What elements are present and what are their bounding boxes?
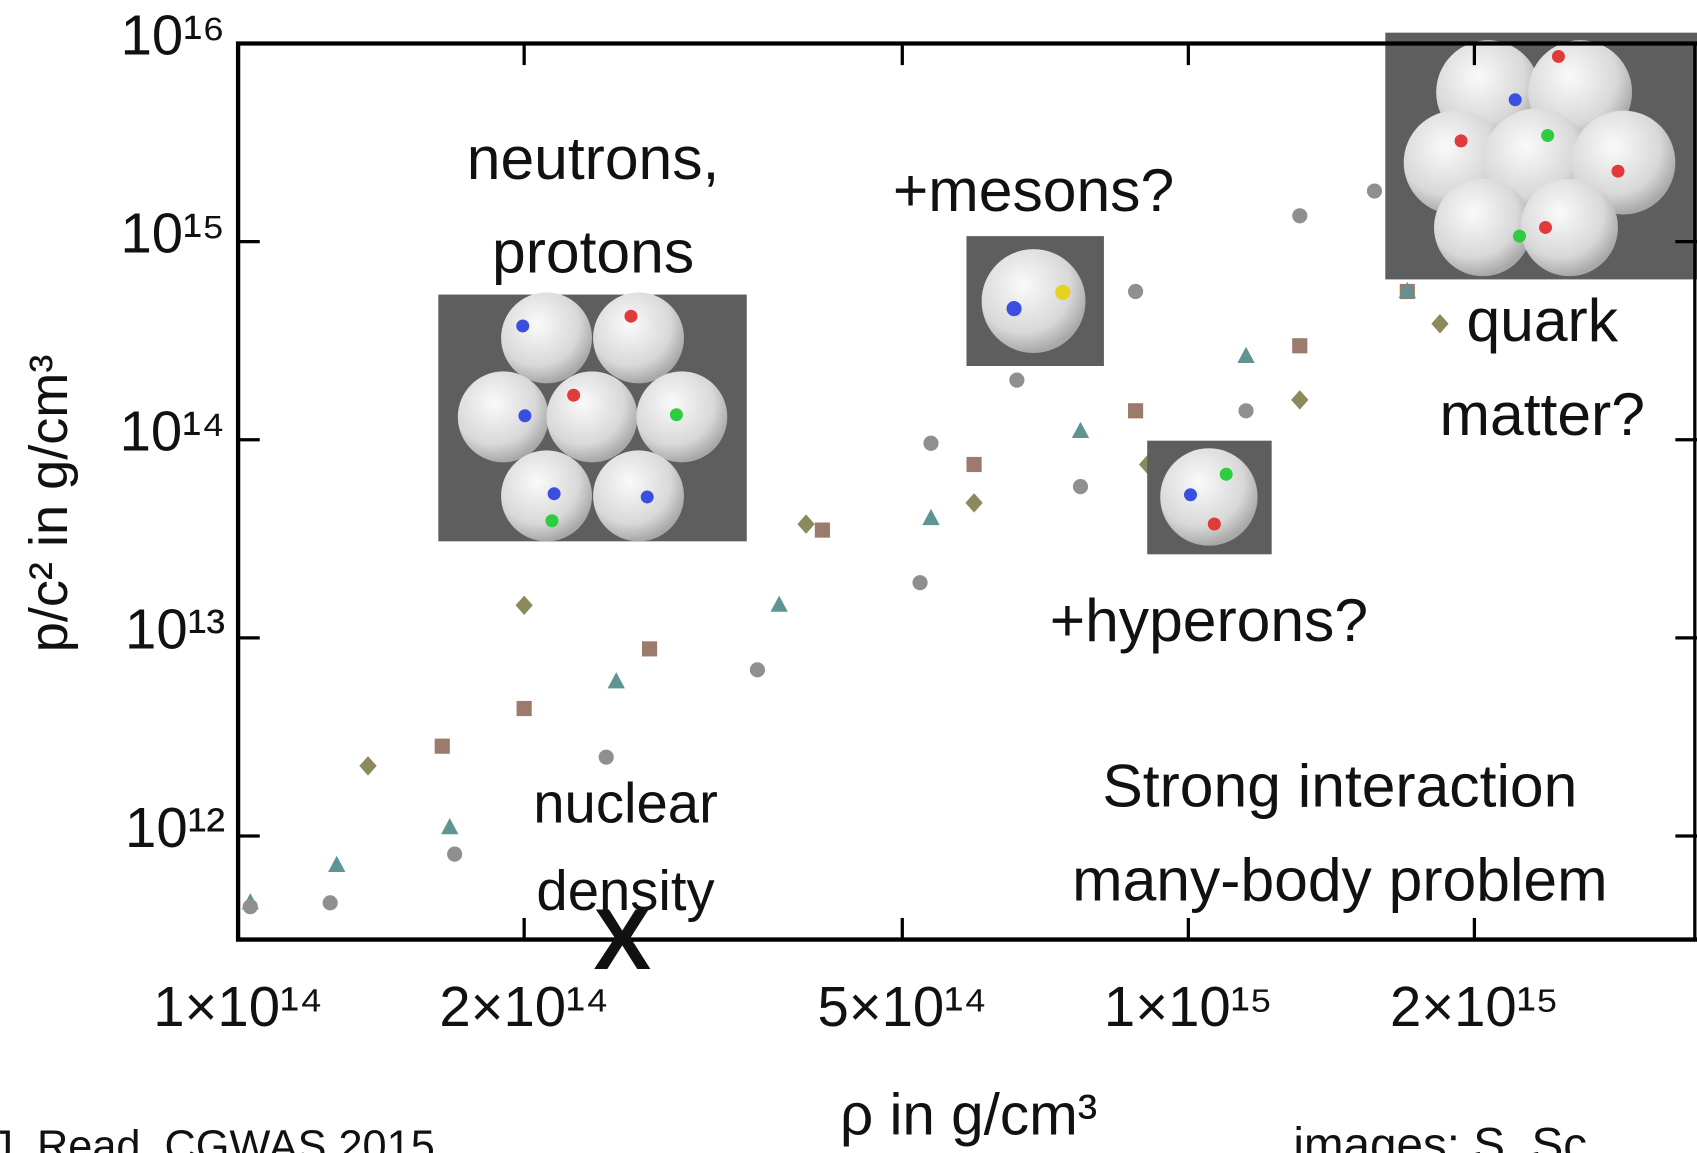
annotation: density xyxy=(536,859,715,922)
image-meson xyxy=(966,236,1104,366)
y-tick-label: 10¹⁴ xyxy=(120,400,225,463)
point xyxy=(965,493,983,513)
point xyxy=(1009,372,1025,388)
point xyxy=(1291,390,1309,410)
x-tick-label: 1×10¹⁵ xyxy=(1104,975,1273,1038)
annotation: +hyperons? xyxy=(1050,586,1368,654)
credit: J. Read, CGWAS 2015 xyxy=(0,1122,435,1153)
y-tick-label: 10¹⁵ xyxy=(120,201,225,264)
y-tick-label: 10¹³ xyxy=(125,598,225,661)
annotations: neutrons, protons +mesons? quark matter? +hyp… xyxy=(0,124,1645,1153)
point xyxy=(797,514,815,534)
point xyxy=(1292,338,1308,354)
x-tick-label: 5×10¹⁴ xyxy=(817,975,987,1038)
image-quark xyxy=(1385,32,1697,280)
y-axis-label: p/c² in g/cm³ xyxy=(19,355,79,653)
point xyxy=(598,749,614,765)
annotation: nuclear xyxy=(533,772,718,835)
point xyxy=(1292,208,1308,224)
axes: 1×10¹⁴ 2×10¹⁴ 5×10¹⁴ 1×10¹⁵ 2×10¹⁵ 10¹² 10¹³ 10… xyxy=(19,3,1697,1147)
point xyxy=(515,595,533,616)
y-tick-label: 10¹⁶ xyxy=(121,3,225,66)
point xyxy=(516,700,532,717)
point xyxy=(923,435,939,451)
point xyxy=(1237,346,1255,364)
point xyxy=(1431,314,1449,334)
point xyxy=(1071,421,1090,439)
annotation: matter? xyxy=(1440,380,1645,448)
point xyxy=(1128,283,1144,300)
point xyxy=(1238,403,1254,419)
annotation: Strong interaction xyxy=(1102,751,1577,819)
annotation: quark xyxy=(1466,286,1618,354)
plot xyxy=(241,183,1449,915)
point xyxy=(322,895,338,911)
nucleon-images xyxy=(438,32,1697,555)
annotation: +mesons? xyxy=(893,156,1174,224)
annotation: protons xyxy=(492,218,694,286)
image-hyperon xyxy=(1147,440,1272,555)
annotation: neutrons, xyxy=(467,124,720,192)
point xyxy=(912,575,928,591)
point xyxy=(922,508,940,526)
annotation: many-body problem xyxy=(1072,845,1608,913)
y-tick-label: 10¹² xyxy=(125,796,225,859)
point xyxy=(447,846,463,862)
annotation: X xyxy=(593,892,651,988)
image-cluster xyxy=(438,292,747,542)
point xyxy=(1398,281,1416,298)
x-axis-label: ρ in g/cm³ xyxy=(840,1082,1097,1147)
point xyxy=(749,662,766,678)
credit: images: S. Sc xyxy=(1293,1118,1587,1153)
x-tick-label: 1×10¹⁴ xyxy=(153,975,323,1038)
point xyxy=(359,756,377,776)
x-tick-label: 2×10¹⁴ xyxy=(439,975,609,1038)
x-tick-label: 2×10¹⁵ xyxy=(1390,975,1559,1038)
point xyxy=(607,672,625,689)
axis-frame xyxy=(235,41,1697,942)
point xyxy=(770,595,788,612)
point xyxy=(641,641,658,657)
point xyxy=(814,522,830,538)
point xyxy=(328,855,346,872)
point xyxy=(434,738,450,754)
point xyxy=(441,818,459,835)
point xyxy=(966,456,982,473)
point xyxy=(242,899,258,915)
point xyxy=(1128,403,1144,419)
point xyxy=(1366,183,1383,199)
point xyxy=(1072,479,1089,495)
